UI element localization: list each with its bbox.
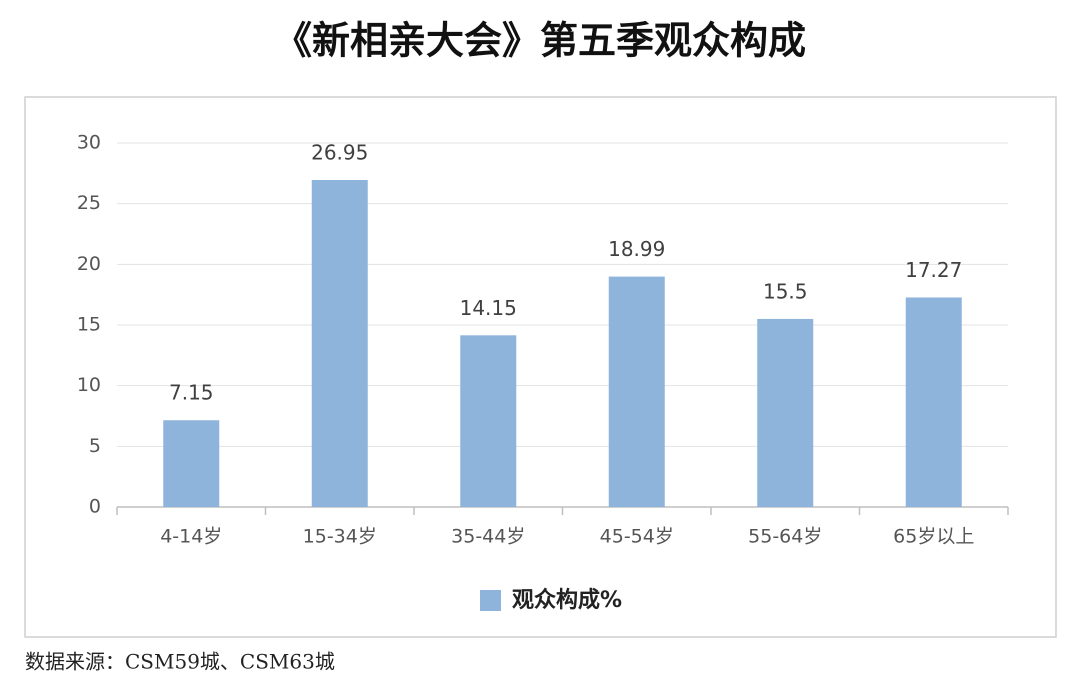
value-label: 7.15 bbox=[169, 381, 214, 405]
y-tick-label: 30 bbox=[77, 132, 101, 154]
x-tick-label: 55-64岁 bbox=[748, 526, 822, 548]
legend-swatch bbox=[480, 590, 501, 611]
chart-frame bbox=[24, 96, 1057, 638]
x-tick-label: 45-54岁 bbox=[600, 526, 674, 548]
chart-title: 《新相亲大会》第五季观众构成 bbox=[274, 18, 806, 63]
x-tick-label: 4-14岁 bbox=[160, 526, 222, 548]
value-label: 18.99 bbox=[608, 237, 665, 261]
legend-label: 观众构成% bbox=[512, 587, 622, 613]
source-note: 数据来源：CSM59城、CSM63城 bbox=[25, 650, 335, 674]
bar bbox=[905, 297, 962, 507]
x-tick-label: 65岁以上 bbox=[893, 526, 974, 548]
bar bbox=[608, 276, 665, 507]
bar bbox=[757, 318, 814, 507]
bar bbox=[163, 420, 220, 507]
y-tick-label: 5 bbox=[89, 435, 101, 457]
value-label: 15.5 bbox=[763, 279, 808, 303]
y-tick-label: 0 bbox=[89, 496, 101, 518]
value-label: 14.15 bbox=[460, 296, 517, 320]
y-tick-label: 10 bbox=[77, 374, 101, 396]
value-label: 26.95 bbox=[311, 141, 368, 165]
y-tick-label: 15 bbox=[77, 314, 101, 336]
value-label: 17.27 bbox=[905, 258, 962, 282]
x-tick-label: 15-34岁 bbox=[303, 526, 377, 548]
x-tick-label: 35-44岁 bbox=[451, 526, 525, 548]
y-tick-label: 25 bbox=[77, 192, 101, 214]
y-tick-label: 20 bbox=[77, 253, 101, 275]
bar bbox=[311, 180, 368, 508]
bar bbox=[460, 335, 517, 507]
